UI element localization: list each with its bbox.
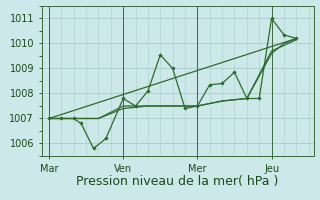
X-axis label: Pression niveau de la mer( hPa ): Pression niveau de la mer( hPa ) xyxy=(76,175,279,188)
